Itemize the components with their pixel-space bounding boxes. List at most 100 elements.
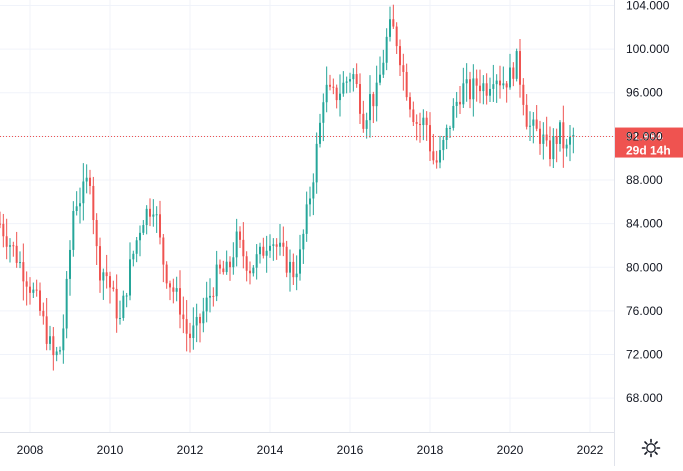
candle xyxy=(112,287,115,289)
candle xyxy=(335,87,338,101)
candle xyxy=(269,245,271,251)
candle xyxy=(219,264,221,269)
candle xyxy=(239,231,241,240)
candle xyxy=(139,232,141,241)
candle xyxy=(22,262,25,282)
candle xyxy=(249,270,251,274)
candle xyxy=(105,272,108,277)
candle xyxy=(385,36,388,63)
candle xyxy=(445,127,448,140)
candle xyxy=(115,288,118,319)
x-tick-label: 2018 xyxy=(417,443,444,457)
y-tick-label: 68.000 xyxy=(626,391,663,405)
candle xyxy=(522,84,525,105)
y-tick-label: 92.000 xyxy=(626,129,663,143)
candle xyxy=(529,125,531,127)
candle xyxy=(285,246,288,273)
candle xyxy=(295,273,298,278)
candle xyxy=(299,249,301,274)
candle xyxy=(289,261,291,273)
axes: 68.000 72.000 76.000 80.000 84.000 88.000 92.0… xyxy=(0,0,670,466)
candle xyxy=(305,204,308,234)
candle xyxy=(319,122,321,144)
candle xyxy=(159,214,161,238)
candle xyxy=(52,336,55,356)
candle xyxy=(492,84,495,89)
candle xyxy=(9,245,11,247)
candle xyxy=(569,136,571,145)
candle xyxy=(365,120,368,129)
candle xyxy=(189,333,191,339)
candle xyxy=(275,244,278,247)
candle xyxy=(182,314,185,320)
candle xyxy=(405,71,408,98)
candle xyxy=(99,246,101,281)
candle xyxy=(442,139,445,151)
candle xyxy=(25,281,28,287)
candle xyxy=(459,101,461,105)
candle xyxy=(542,134,545,144)
candle xyxy=(495,80,498,85)
candle xyxy=(49,336,51,344)
candle xyxy=(145,208,148,226)
candle xyxy=(95,220,98,247)
candle xyxy=(162,237,165,265)
candle xyxy=(429,125,431,152)
candle xyxy=(175,288,178,292)
candle xyxy=(0,223,1,225)
candle xyxy=(185,319,188,334)
candle xyxy=(152,214,155,217)
candle xyxy=(469,79,471,100)
candle xyxy=(499,80,501,86)
y-tick-label: 96.000 xyxy=(626,86,663,100)
candle xyxy=(272,244,275,246)
last-price-label: 91.984 xyxy=(626,130,663,144)
candle xyxy=(375,82,378,107)
candle xyxy=(245,256,248,271)
candle xyxy=(489,88,491,96)
candle xyxy=(369,94,371,121)
candle xyxy=(59,350,61,352)
candle xyxy=(562,122,565,149)
candle xyxy=(222,268,225,273)
candle xyxy=(552,136,555,160)
candle-countdown-label: 29d 14h xyxy=(626,144,671,158)
candle xyxy=(72,211,75,250)
last-price-badge xyxy=(615,127,683,158)
candle xyxy=(439,150,441,163)
candle xyxy=(225,261,228,273)
candle xyxy=(409,97,411,110)
candle xyxy=(169,283,171,288)
candle xyxy=(179,288,181,315)
candle xyxy=(559,122,561,144)
candle xyxy=(422,117,425,126)
candle xyxy=(19,262,21,264)
candle xyxy=(532,119,535,126)
candle xyxy=(312,182,315,199)
candle xyxy=(355,74,358,85)
candle xyxy=(252,267,255,274)
candle xyxy=(165,264,168,284)
candle xyxy=(205,297,208,312)
y-tick-label: 76.000 xyxy=(626,304,663,318)
candle xyxy=(242,239,245,257)
candle xyxy=(549,140,551,160)
candle xyxy=(212,295,215,297)
candle xyxy=(155,214,158,216)
candle xyxy=(512,67,515,79)
candle xyxy=(65,278,68,329)
candle xyxy=(342,82,345,94)
candle xyxy=(449,127,451,129)
settings-gear-icon[interactable] xyxy=(640,437,662,459)
candle xyxy=(142,225,145,233)
candle xyxy=(389,19,391,37)
candle xyxy=(465,79,468,84)
candle xyxy=(525,104,528,127)
candle xyxy=(35,289,38,291)
y-tick-label: 72.000 xyxy=(626,348,663,362)
x-tick-label: 2008 xyxy=(17,443,44,457)
candle xyxy=(452,105,455,128)
candle xyxy=(119,317,121,319)
